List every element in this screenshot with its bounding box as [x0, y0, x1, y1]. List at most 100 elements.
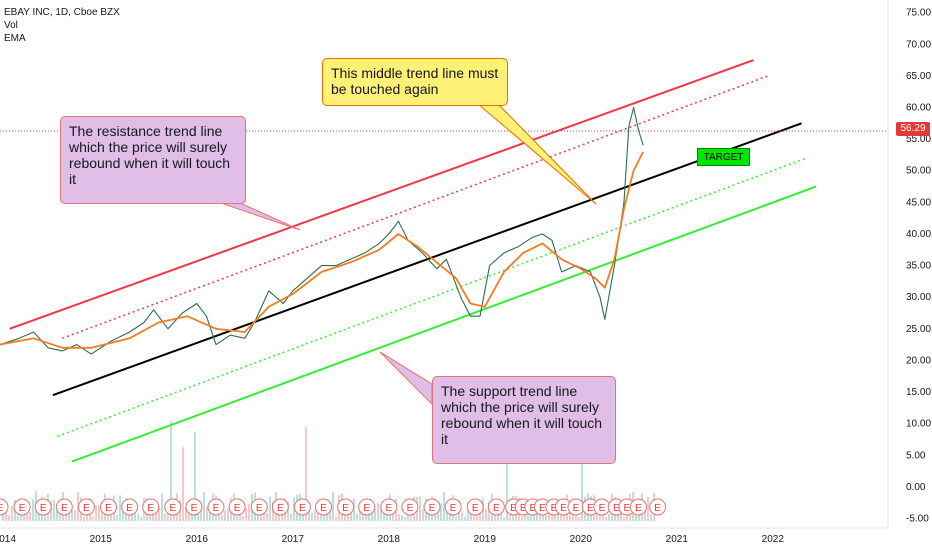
trendline-support-parallel [57, 157, 807, 438]
volume-bar [635, 515, 637, 521]
earnings-marker-label: E [520, 503, 527, 514]
volume-bar [305, 427, 307, 521]
volume-bar [500, 508, 502, 521]
volume-bar [98, 505, 100, 521]
volume-bar [545, 508, 547, 521]
x-tick-label: 2018 [378, 534, 401, 545]
earnings-marker-label: E [147, 503, 154, 514]
y-tick-label: 5.00 [906, 450, 926, 461]
earnings-marker [315, 498, 333, 516]
earnings-marker-label: E [385, 503, 392, 514]
earnings-marker [142, 498, 160, 516]
earnings-marker-label: E [234, 503, 241, 514]
middle-note[interactable]: This middle trend line must be touched a… [322, 58, 508, 106]
y-tick-label: 25.00 [906, 324, 931, 335]
x-tick-label: 2016 [186, 534, 209, 545]
y-tick-label: 0.00 [906, 482, 926, 493]
y-tick-label: 10.00 [906, 419, 931, 430]
volume-bar [245, 508, 247, 521]
volume-bar [380, 507, 382, 521]
volume-bar [419, 496, 421, 521]
volume-bar [368, 513, 370, 521]
volume-bar [608, 513, 610, 521]
earnings-marker-label: E [551, 503, 558, 514]
volume-bar [239, 513, 241, 521]
earnings-marker-label: E [624, 503, 631, 514]
y-tick-label: -5.00 [906, 514, 929, 525]
series-lines [0, 106, 645, 355]
volume-bar [506, 417, 508, 521]
volume-bar [440, 503, 442, 521]
trendline-support [71, 185, 817, 463]
volume-bar [155, 509, 157, 521]
volume-bar [101, 504, 103, 521]
volume-bar [581, 438, 583, 521]
earnings-marker-label: E [320, 503, 327, 514]
earnings-marker-label: E [493, 503, 500, 514]
target-label[interactable]: TARGET [697, 148, 750, 166]
earnings-marker-label: E [472, 503, 479, 514]
volume-bar [8, 514, 10, 521]
support-note[interactable]: The support trend line which the price w… [432, 376, 616, 464]
earnings-marker-label: E [539, 503, 546, 514]
volume-bar [200, 503, 202, 521]
volume-bar [605, 516, 607, 521]
volume-bar [26, 513, 28, 521]
earnings-marker-label: E [169, 503, 176, 514]
volume-bar [116, 514, 118, 521]
y-axis: 75.00 70.00 65.00 60.00 55.00 50.00 45.00 40.00… [906, 8, 931, 525]
earnings-marker [358, 498, 376, 516]
earnings-marker [121, 498, 139, 516]
volume-bar [53, 500, 55, 521]
volume-bar [446, 510, 448, 521]
volume-bar [74, 509, 76, 521]
x-tick-label: 2015 [90, 534, 113, 545]
volume-bar [335, 516, 337, 521]
earnings-marker-label: E [61, 503, 68, 514]
volume-bar [467, 502, 469, 521]
volume-bar [599, 514, 601, 521]
support-note-pointer [379, 351, 433, 406]
trend-lines [9, 59, 817, 463]
chart-legend: EBAY INC, 1D, Cboe BZX Vol EMA [4, 6, 120, 45]
volume-bar [398, 514, 400, 521]
legend-vol[interactable]: Vol [4, 20, 18, 31]
y-tick-label: 60.00 [906, 102, 931, 113]
volume-bar [86, 511, 88, 521]
x-tick-label: 2020 [570, 534, 593, 545]
earnings-marker-label: E [613, 503, 620, 514]
volume-bar [17, 510, 19, 521]
volume-bar [272, 501, 274, 521]
volume-bar [524, 514, 526, 521]
volume-bar [455, 516, 457, 521]
volume-bar [131, 513, 133, 521]
volume-bar [158, 505, 160, 521]
volume-bar [383, 510, 385, 521]
earnings-marker [207, 498, 225, 516]
earnings-marker-label: E [587, 503, 594, 514]
volume-bar [71, 510, 73, 521]
earnings-marker [271, 498, 289, 516]
earnings-marker [185, 498, 203, 516]
legend-ema[interactable]: EMA [4, 33, 26, 44]
legend-symbol[interactable]: EBAY INC, 1D, Cboe BZX [4, 7, 120, 18]
volume-bar [194, 431, 196, 521]
volume-bar [56, 505, 58, 521]
y-tick-label: 35.00 [906, 261, 931, 272]
volume-bar [236, 511, 238, 521]
volume-bar [479, 509, 481, 521]
volume-bar [578, 516, 580, 521]
earnings-marker [250, 498, 268, 516]
volume-bar [563, 511, 565, 521]
volume-bar [185, 506, 187, 521]
volume-bar [401, 515, 403, 521]
resistance-note[interactable]: The resistance trend line which the pric… [60, 116, 246, 204]
volume-bar [377, 503, 379, 521]
volume-bar [461, 512, 463, 521]
volume-bar [206, 506, 208, 521]
earnings-marker-label: E [83, 503, 90, 514]
earnings-marker [423, 498, 441, 516]
x-axis: 2014 2015 2016 2017 2018 2019 2020 2021 2022 [0, 534, 784, 545]
volume-bar [560, 513, 562, 521]
